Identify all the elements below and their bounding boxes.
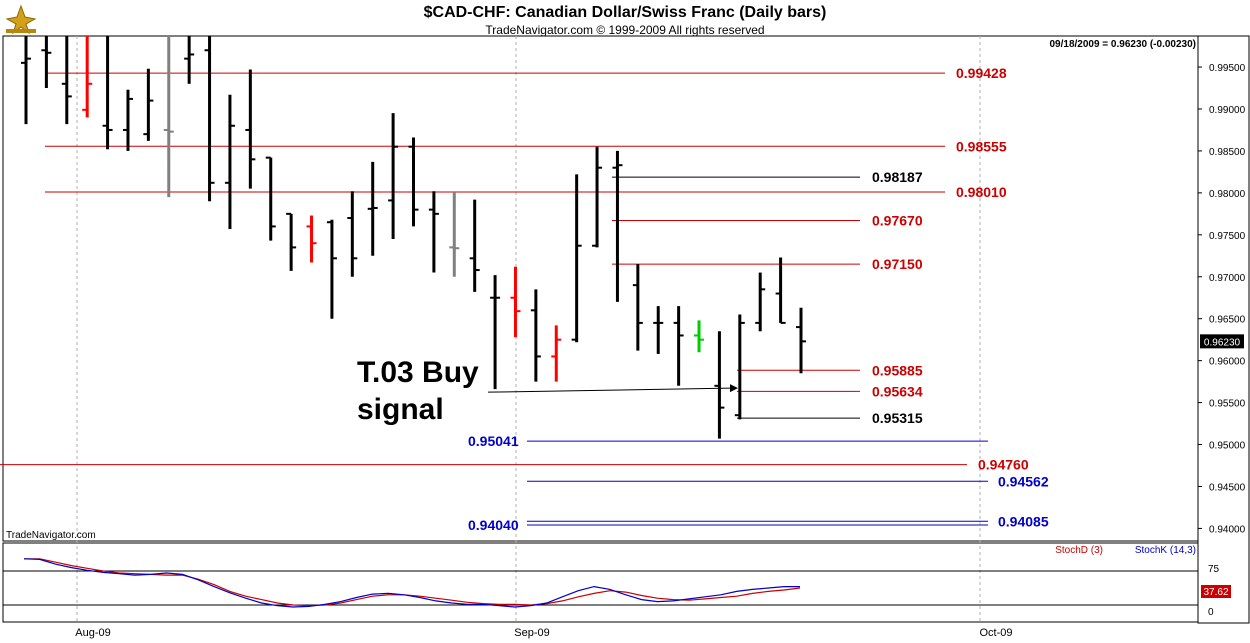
stochastic-tick-label: 75 bbox=[1208, 564, 1220, 575]
price-tick-label: 0.97500 bbox=[1209, 231, 1246, 242]
level-label: 0.98555 bbox=[956, 138, 1007, 154]
level-label: 0.99428 bbox=[956, 65, 1007, 81]
level-label: 0.94085 bbox=[998, 513, 1049, 529]
chart-title: $CAD-CHF: Canadian Dollar/Swiss Franc (D… bbox=[423, 4, 827, 21]
watermark-text: TradeNavigator.com bbox=[6, 530, 96, 541]
level-label: 0.95315 bbox=[872, 410, 923, 426]
date-tick-label: Oct-09 bbox=[979, 627, 1012, 639]
annotation-line2: signal bbox=[357, 393, 444, 426]
price-tick-label: 0.96500 bbox=[1209, 315, 1246, 326]
last-price-box bbox=[1200, 334, 1244, 349]
last-price-label: 0.96230 bbox=[1204, 337, 1241, 348]
price-tick-label: 0.98500 bbox=[1209, 147, 1246, 158]
annotation-arrow-line bbox=[487, 387, 731, 393]
price-tick-label: 0.99500 bbox=[1209, 63, 1246, 74]
stochastic-tick-label: 0 bbox=[1208, 607, 1214, 618]
stoch-k-line bbox=[23, 558, 800, 608]
chart-subtitle: TradeNavigator.com © 1999-2009 All right… bbox=[485, 23, 765, 37]
annotation-arrowhead bbox=[730, 384, 738, 393]
level-label: 0.94040 bbox=[468, 517, 519, 533]
level-label: 0.98010 bbox=[956, 184, 1007, 200]
price-tick-label: 0.95500 bbox=[1209, 399, 1246, 410]
trade-navigator-logo-icon bbox=[4, 3, 38, 35]
level-label: 0.95041 bbox=[468, 433, 519, 449]
info-text: 09/18/2009 = 0.96230 (-0.00230) bbox=[1049, 39, 1196, 50]
price-tick-label: 0.97000 bbox=[1209, 273, 1246, 284]
price-tick-label: 0.99000 bbox=[1209, 105, 1246, 116]
stochastic-last-value-label: 37.62 bbox=[1203, 587, 1228, 598]
price-tick-label: 0.98000 bbox=[1209, 189, 1246, 200]
stoch-d-line bbox=[24, 558, 801, 607]
date-tick-label: Aug-09 bbox=[75, 627, 110, 639]
stoch-d-legend: StochD (3) bbox=[1055, 545, 1103, 556]
level-label: 0.97150 bbox=[872, 256, 923, 272]
price-tick-label: 0.96000 bbox=[1209, 357, 1246, 368]
date-tick-label: Sep-09 bbox=[514, 627, 549, 639]
price-tick-label: 0.94500 bbox=[1209, 482, 1246, 493]
level-label: 0.97670 bbox=[872, 213, 923, 229]
level-label: 0.95885 bbox=[872, 362, 923, 378]
stoch-k-legend: StochK (14,3) bbox=[1135, 545, 1196, 556]
price-tick-label: 0.94000 bbox=[1209, 524, 1246, 535]
stochastic-panel-frame bbox=[2, 542, 1199, 623]
level-label: 0.95634 bbox=[872, 383, 923, 399]
right-axis-frame bbox=[1197, 35, 1250, 624]
annotation-line1: T.03 Buy bbox=[357, 356, 479, 389]
stochastic-last-value-box bbox=[1201, 585, 1231, 598]
level-label: 0.94760 bbox=[978, 457, 1029, 473]
price-tick-label: 0.95000 bbox=[1209, 441, 1246, 452]
level-label: 0.94562 bbox=[998, 473, 1049, 489]
level-label: 0.98187 bbox=[872, 169, 923, 185]
